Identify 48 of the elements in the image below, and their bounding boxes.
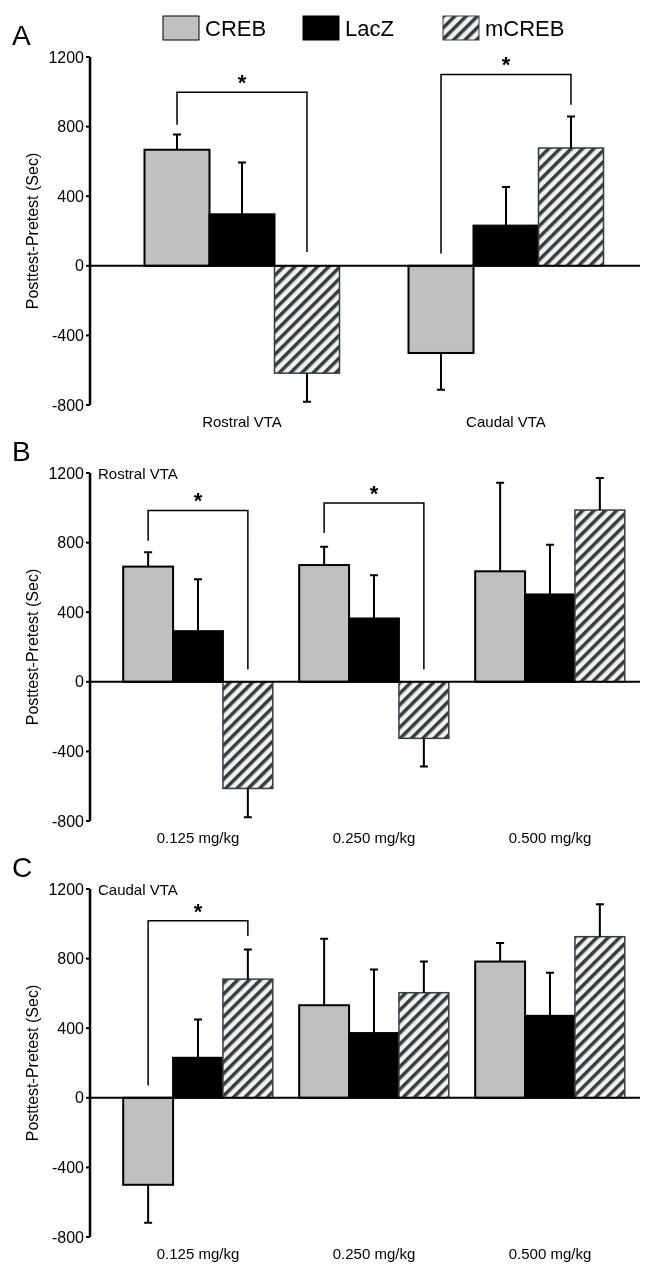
chart-subtitle: Caudal VTA	[98, 881, 178, 898]
bar	[222, 681, 274, 790]
y-tick-label: -400	[51, 743, 85, 760]
x-tick-label: 0.125 mg/kg	[156, 1245, 240, 1262]
y-tick-label: 1200	[48, 880, 85, 898]
bar	[273, 265, 341, 374]
annotation: *	[193, 488, 203, 514]
y-tick-label: 800	[57, 118, 85, 136]
y-tick-label: 1200	[48, 48, 85, 66]
bar	[574, 509, 626, 683]
x-tick-label: 0.250 mg/kg	[332, 1245, 416, 1262]
bar	[398, 681, 450, 740]
bar	[398, 991, 450, 1099]
y-axis-title: Posttest-Pretest (Sec)	[24, 152, 41, 310]
chart-title: C	[12, 852, 33, 883]
chart-title: A	[12, 20, 31, 51]
y-tick-label: 800	[57, 534, 85, 552]
x-tick-label: 0.125 mg/kg	[156, 829, 240, 846]
legend-label: mCREB	[485, 16, 565, 41]
y-tick-label: -800	[51, 396, 85, 414]
legend-label: CREB	[205, 16, 267, 41]
annotation: *	[237, 70, 247, 96]
y-tick-label: 800	[57, 950, 85, 968]
y-tick-label: 0	[75, 257, 85, 275]
y-tick-label: -800	[51, 1228, 85, 1246]
x-tick-label: 0.250 mg/kg	[332, 829, 416, 846]
annotation: *	[193, 898, 203, 924]
x-tick-label: 0.500 mg/kg	[508, 829, 592, 846]
y-tick-label: 0	[75, 673, 85, 691]
y-tick-label: 400	[57, 603, 85, 621]
annotation: *	[369, 480, 379, 506]
chart-subtitle: Rostral VTA	[98, 465, 178, 482]
y-tick-label: -400	[51, 1159, 85, 1176]
legend-label: LacZ	[345, 16, 394, 41]
y-tick-label: 400	[57, 1019, 85, 1037]
bar	[574, 935, 626, 1099]
annotation: *	[501, 52, 511, 78]
chart-title: B	[12, 436, 31, 467]
y-tick-label: 0	[75, 1089, 85, 1107]
y-tick-label: 400	[57, 187, 85, 205]
y-axis-title: Posttest-Pretest (Sec)	[24, 568, 41, 726]
y-tick-label: -800	[51, 812, 85, 830]
bar	[537, 147, 605, 267]
y-axis-title: Posttest-Pretest (Sec)	[24, 984, 41, 1142]
x-tick-label: 0.500 mg/kg	[508, 1245, 592, 1262]
bar	[222, 978, 274, 1099]
y-tick-label: 1200	[48, 464, 85, 482]
y-tick-label: -400	[51, 327, 85, 344]
